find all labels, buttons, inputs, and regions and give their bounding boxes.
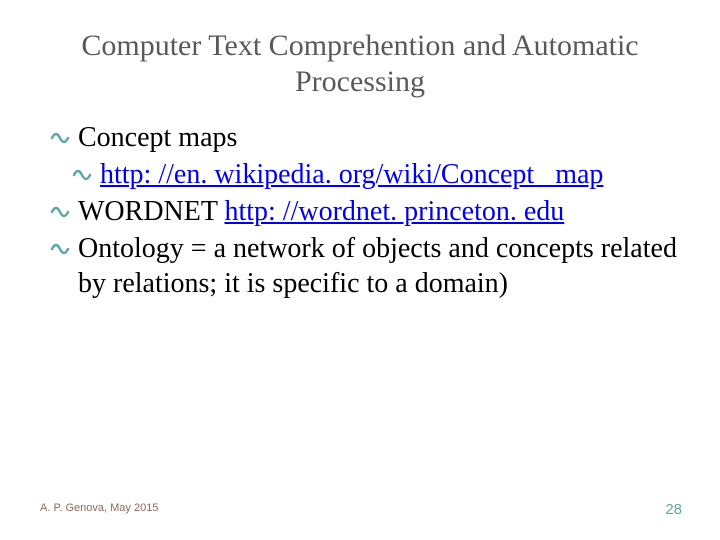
wave-icon — [50, 200, 74, 225]
bullet-text: Concept maps — [78, 120, 237, 155]
bullet-item: Concept maps — [50, 120, 680, 155]
slide-content: Concept maps http: //en. wikipedia. org/… — [0, 120, 720, 301]
slide-number: 28 — [665, 501, 682, 518]
bullet-text: Ontology = a network of objects and conc… — [78, 231, 680, 301]
bullet-item: http: //en. wikipedia. org/wiki/Concept_… — [72, 157, 680, 192]
bullet-item: Ontology = a network of objects and conc… — [50, 231, 680, 301]
slide-title: Computer Text Comprehention and Automati… — [0, 0, 720, 120]
footer-author: A. P. Genova, May 2015 — [40, 502, 158, 514]
wave-icon — [50, 126, 74, 151]
wave-icon — [72, 163, 96, 188]
wordnet-link[interactable]: http: //wordnet. princeton. edu — [224, 196, 564, 227]
wave-icon — [50, 237, 74, 262]
bullet-link[interactable]: http: //en. wikipedia. org/wiki/Concept_… — [100, 157, 603, 192]
bullet-item: WORDNET http: //wordnet. princeton. edu — [50, 194, 680, 229]
bullet-text: WORDNET http: //wordnet. princeton. edu — [78, 194, 564, 229]
